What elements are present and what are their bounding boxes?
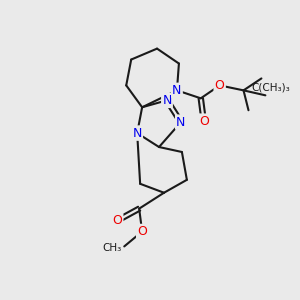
Text: O: O [199,115,209,128]
Text: O: O [112,214,122,227]
Text: N: N [172,84,182,97]
Text: N: N [133,127,142,140]
Text: O: O [137,225,147,238]
Text: N: N [162,94,172,107]
Text: C(CH₃)₃: C(CH₃)₃ [251,82,290,92]
Text: CH₃: CH₃ [102,243,121,254]
Text: N: N [176,116,186,129]
Text: O: O [215,79,225,92]
